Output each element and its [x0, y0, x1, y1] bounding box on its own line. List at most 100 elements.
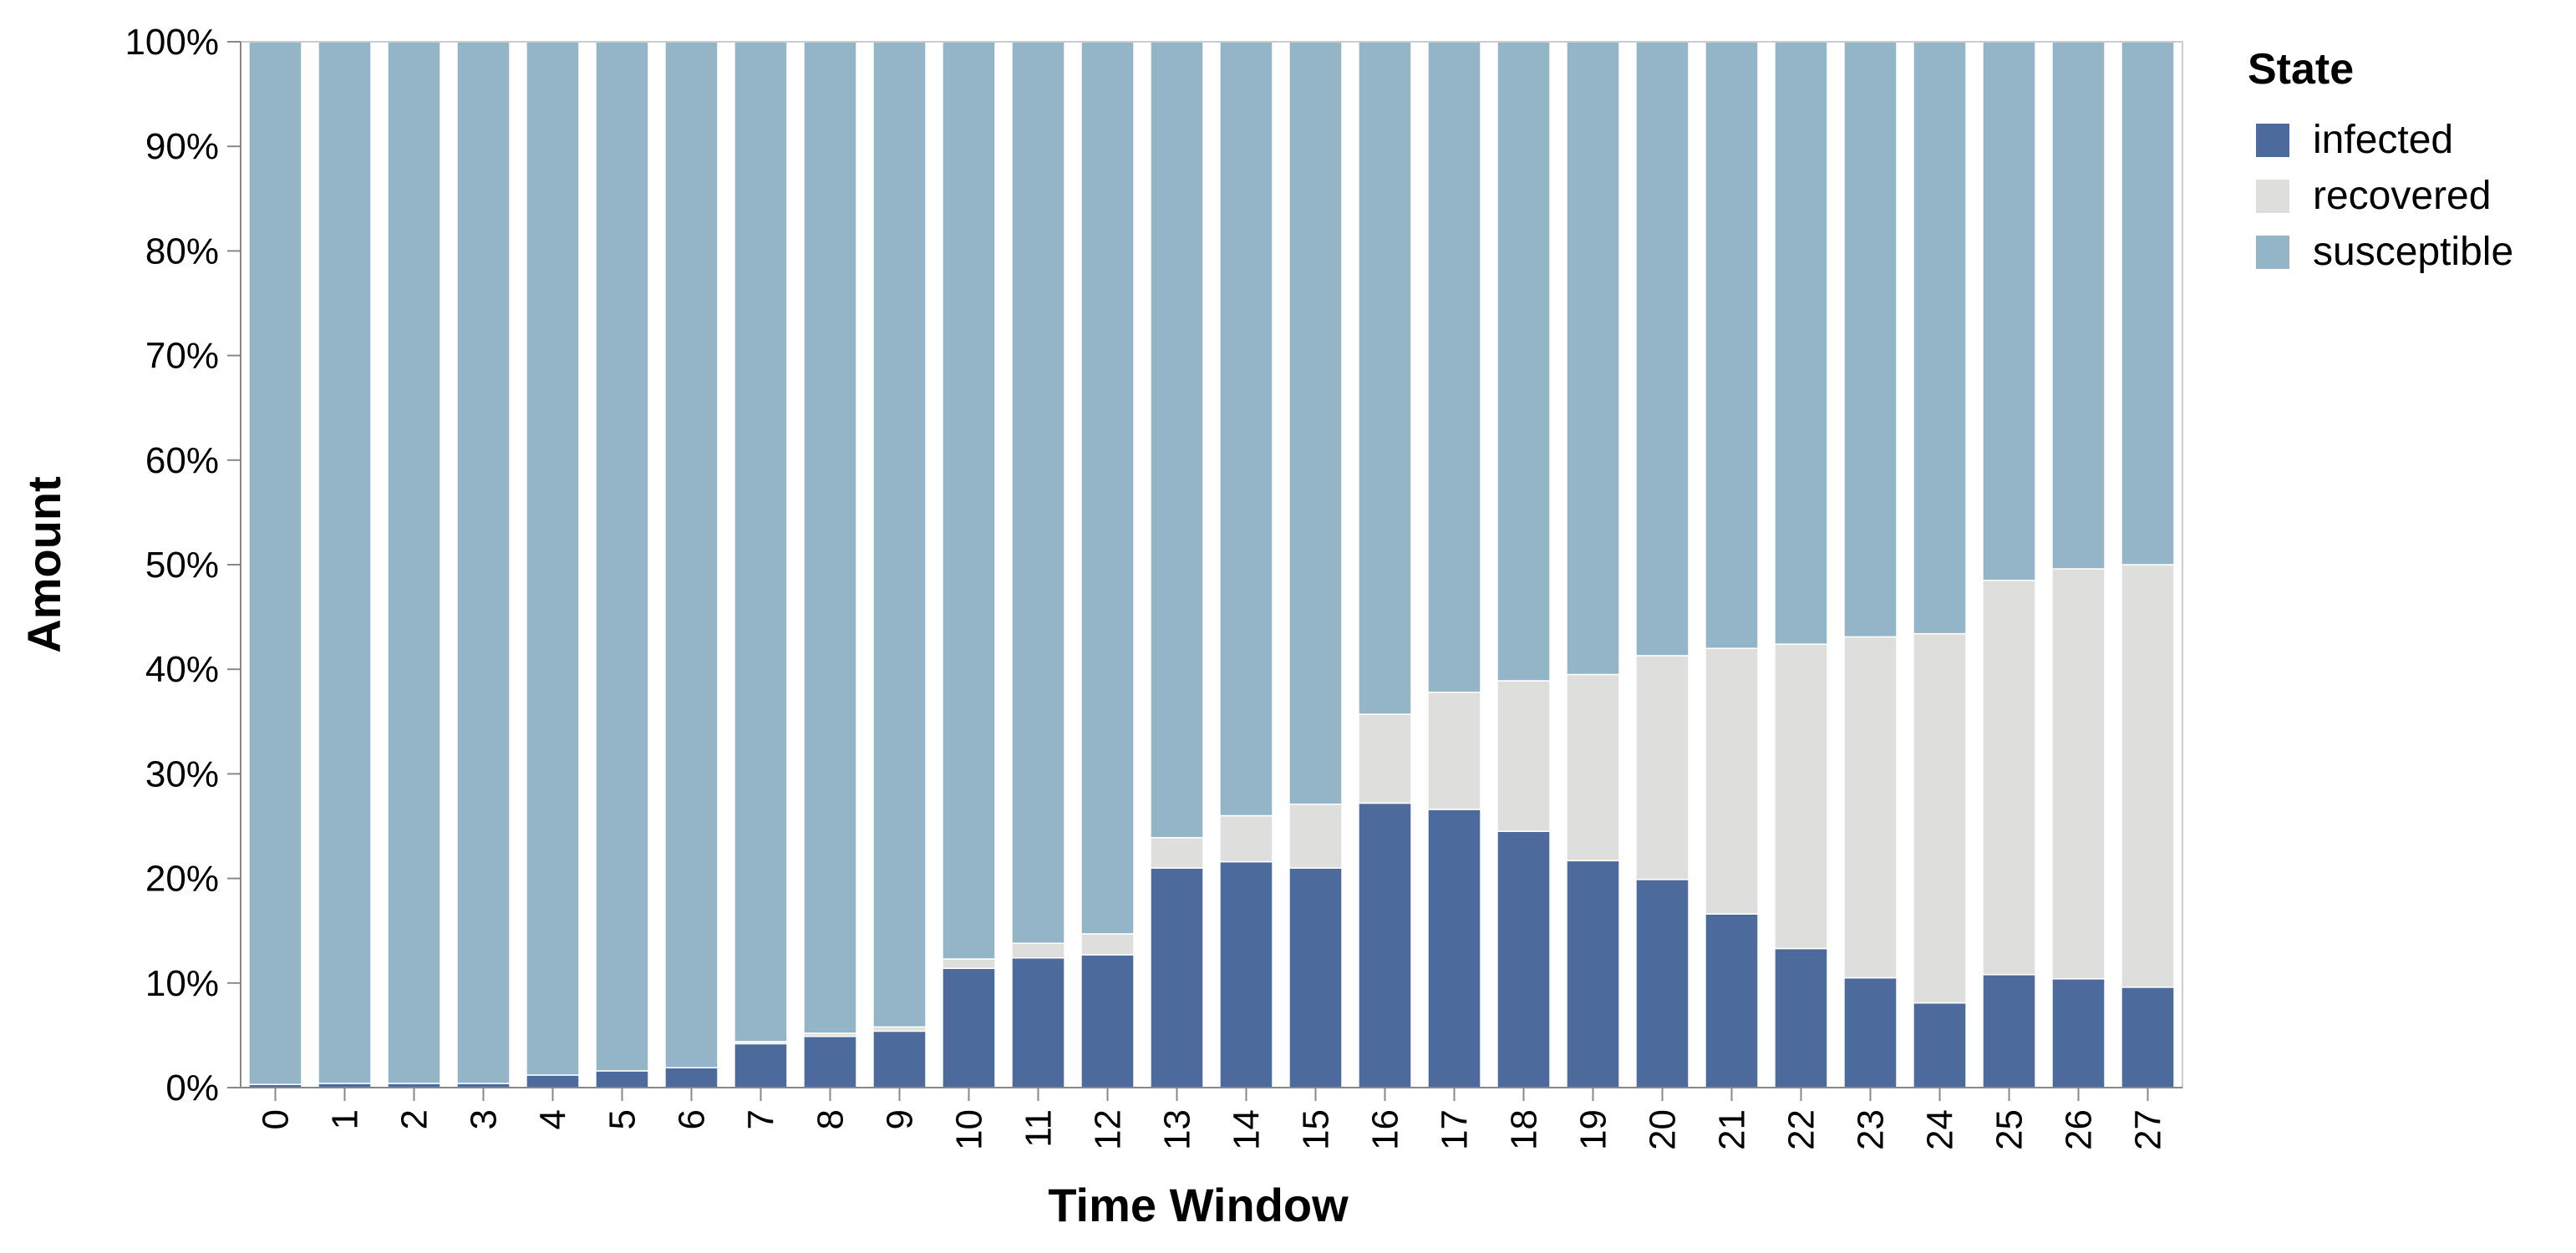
x-axis: 0 1 2 3 4 5 6 7 8 9 10 11 12 13 14 15 16 17 18 19 20 21 22 23 24…	[241, 1087, 2182, 1150]
y-tick-label: 30%	[145, 753, 219, 794]
bar-susceptible-4	[526, 41, 580, 1076]
y-tick-label: 100%	[124, 22, 219, 63]
x-tick-label: 21	[1712, 1109, 1753, 1150]
x-tick-label: 22	[1781, 1109, 1822, 1150]
bar-infected-19	[1566, 860, 1620, 1088]
bar-recovered-20	[1635, 655, 1689, 880]
bar-infected-18	[1496, 830, 1551, 1088]
legend: State infected recovered susceptible	[2248, 45, 2513, 274]
x-tick-label: 9	[880, 1109, 921, 1129]
bar-susceptible-20	[1635, 41, 1689, 657]
bar-susceptible-6	[664, 41, 719, 1068]
x-tick-label: 6	[672, 1109, 713, 1129]
y-tick-label: 40%	[145, 649, 219, 690]
bar-susceptible-1	[318, 41, 372, 1084]
bar-susceptible-17	[1427, 41, 1481, 693]
bar-recovered-18	[1496, 680, 1551, 833]
legend-swatch-recovered	[2256, 180, 2289, 213]
bar-susceptible-14	[1219, 41, 1273, 817]
x-tick-label: 25	[1989, 1109, 2030, 1150]
legend-label-recovered: recovered	[2313, 174, 2491, 218]
x-tick-label: 15	[1296, 1109, 1337, 1150]
x-tick-label: 26	[2059, 1109, 2100, 1150]
x-tick-label: 7	[741, 1109, 782, 1129]
bar-susceptible-19	[1566, 41, 1620, 676]
x-tick-label: 5	[602, 1109, 643, 1129]
plot-area	[240, 41, 2183, 1088]
bar-susceptible-22	[1774, 41, 1828, 645]
bar-recovered-10	[942, 958, 996, 970]
bar-recovered-19	[1566, 673, 1620, 862]
bar-susceptible-21	[1705, 41, 1759, 649]
x-tick-label: 18	[1504, 1109, 1545, 1150]
legend-label-infected: infected	[2313, 118, 2453, 162]
bar-susceptible-23	[1843, 41, 1898, 638]
bar-susceptible-25	[1982, 41, 2036, 581]
bar-susceptible-9	[872, 41, 927, 1028]
bar-infected-9	[872, 1030, 927, 1088]
bar-recovered-17	[1427, 691, 1481, 810]
bar-recovered-16	[1358, 713, 1412, 804]
bar-infected-13	[1150, 867, 1204, 1088]
bar-susceptible-0	[248, 41, 302, 1085]
legend-title: State	[2248, 45, 2354, 94]
legend-label-susceptible: susceptible	[2313, 230, 2513, 274]
x-tick-label: 10	[949, 1109, 990, 1150]
bar-infected-8	[803, 1035, 857, 1088]
bar-recovered-13	[1150, 837, 1204, 869]
bar-susceptible-12	[1080, 41, 1135, 935]
y-tick-label: 80%	[145, 231, 219, 271]
x-tick-label: 1	[325, 1109, 366, 1129]
x-tick-label: 23	[1851, 1109, 1892, 1150]
bar-infected-11	[1011, 957, 1065, 1088]
bar-infected-24	[1913, 1002, 1967, 1088]
bar-infected-26	[2051, 978, 2106, 1088]
x-tick-label: 0	[256, 1109, 297, 1129]
bar-recovered-11	[1011, 942, 1065, 959]
bar-recovered-14	[1219, 814, 1273, 863]
bar-susceptible-2	[387, 41, 441, 1084]
x-tick-label: 12	[1088, 1109, 1129, 1150]
bar-recovered-9	[872, 1026, 927, 1032]
bar-recovered-12	[1080, 933, 1135, 956]
bar-susceptible-8	[803, 41, 857, 1034]
bar-susceptible-13	[1150, 41, 1204, 839]
legend-swatch-susceptible	[2256, 236, 2289, 269]
bar-infected-14	[1219, 860, 1273, 1088]
bar-susceptible-27	[2121, 41, 2175, 566]
y-tick-label: 90%	[145, 126, 219, 167]
x-tick-label: 14	[1227, 1109, 1268, 1150]
x-tick-label: 27	[2128, 1109, 2169, 1150]
y-tick-label: 10%	[145, 963, 219, 1004]
bar-infected-20	[1635, 879, 1689, 1088]
bar-infected-23	[1843, 977, 1898, 1088]
bar-recovered-25	[1982, 580, 2036, 976]
bar-infected-5	[595, 1070, 649, 1088]
y-tick-label: 70%	[145, 336, 219, 377]
bar-infected-16	[1358, 802, 1412, 1088]
bar-infected-12	[1080, 954, 1135, 1088]
bar-susceptible-5	[595, 41, 649, 1072]
x-tick-label: 19	[1573, 1109, 1614, 1150]
bar-infected-21	[1705, 913, 1759, 1088]
bar-infected-22	[1774, 947, 1828, 1088]
x-tick-label: 4	[533, 1109, 574, 1129]
bar-infected-4	[526, 1074, 580, 1088]
x-tick-label: 2	[394, 1109, 435, 1129]
bar-recovered-26	[2051, 568, 2106, 980]
bar-susceptible-7	[734, 41, 788, 1042]
bar-infected-15	[1288, 867, 1343, 1088]
bar-recovered-22	[1774, 643, 1828, 950]
x-tick-label: 13	[1157, 1109, 1198, 1150]
bar-susceptible-10	[942, 41, 996, 960]
x-tick-label: 11	[1019, 1109, 1059, 1148]
bar-susceptible-11	[1011, 41, 1065, 944]
x-tick-label: 24	[1920, 1109, 1961, 1150]
bar-infected-6	[664, 1067, 719, 1088]
bar-susceptible-16	[1358, 41, 1412, 715]
x-tick-label: 3	[464, 1109, 505, 1129]
y-axis: 0% 10% 20% 30% 40% 50% 60% 70% 80% 90% 100%	[124, 22, 241, 1108]
bar-infected-25	[1982, 974, 2036, 1088]
bar-susceptible-15	[1288, 41, 1343, 805]
